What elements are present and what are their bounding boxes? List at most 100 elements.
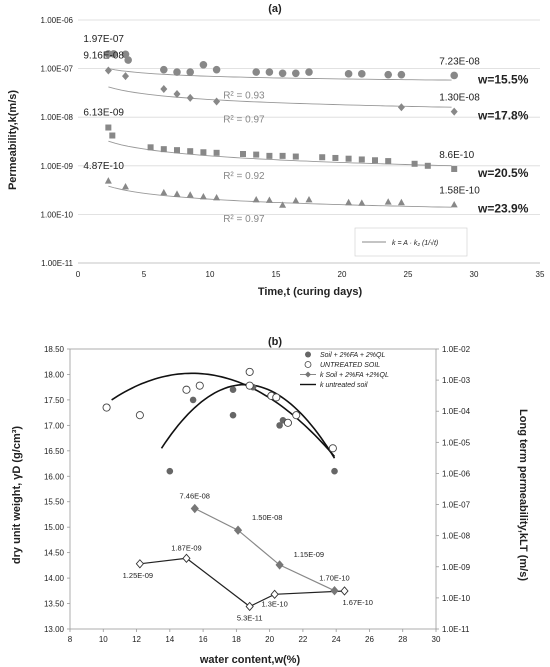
chart-b-k-untreated-point [182, 553, 191, 564]
chart-a-last-label: 8.6E-10 [439, 150, 474, 161]
chart-a-point [345, 155, 352, 162]
chart-b-legend-marker [304, 361, 312, 368]
chart-a-last-label: 7.23E-08 [439, 56, 480, 67]
chart-b-xtick: 12 [132, 635, 141, 644]
chart-a-ytick: 1.00E-10 [41, 210, 74, 219]
chart-a-point [174, 147, 180, 154]
chart-b-point-untreated [283, 418, 292, 427]
chart-b-k-treated-line [194, 507, 335, 592]
chart-b-ytick: 14.50 [44, 549, 65, 558]
chart-b-k-untreated-label: 5.3E-11 [237, 613, 263, 622]
chart-b-y2tick: 1.0E-07 [442, 501, 471, 510]
chart-b-point-untreated [272, 393, 281, 402]
chart-a-point [199, 60, 208, 69]
chart-a-point [345, 198, 353, 206]
chart-b-point-treated [276, 422, 283, 429]
chart-a-point [266, 152, 273, 159]
chart-a-r2-label: R² = 0.97 [223, 214, 265, 225]
chart-a-point [213, 193, 221, 201]
chart-b-trend-treated [160, 383, 336, 459]
chart-a-series-label: w=20.5% [477, 166, 529, 180]
chart-b-y2tick: 1.0E-04 [442, 407, 471, 416]
chart-b-y2label: Long term permeability,kLT (m/s) [517, 409, 529, 581]
chart-a-point [104, 66, 112, 75]
chart-a-point [279, 201, 287, 208]
chart-b-xtick: 22 [298, 635, 307, 644]
chart-b-point-untreated [135, 411, 144, 420]
chart-b-legend-label: UNTREATED SOIL [320, 362, 380, 369]
chart-b-xtick: 18 [232, 635, 241, 644]
chart-b-k-untreated-label: 1.25E-09 [123, 571, 153, 580]
chart-b-k-treated-label: 1.15E-09 [294, 550, 324, 559]
chart-a-point [186, 93, 194, 102]
chart-a-point [265, 196, 273, 203]
chart-a-xtick: 35 [536, 270, 545, 279]
chart-a-point [160, 65, 168, 74]
chart-a-point [104, 50, 113, 58]
chart-b-legend-marker [305, 371, 311, 378]
chart-a-point [372, 157, 378, 164]
chart-a-point [450, 107, 458, 116]
chart-b-ytick: 15.50 [44, 498, 65, 507]
chart-b-ytick: 17.00 [44, 421, 65, 430]
chart-a-legend-formula: k = A · k₂ (1/√t) [392, 239, 438, 247]
chart-a: (a) Permeability,k(m/s) Time,t (curing d… [7, 3, 545, 298]
chart-a-point [278, 69, 287, 78]
chart-b-point-untreated [292, 411, 301, 420]
chart-a-point [384, 70, 393, 79]
chart-a-point [122, 182, 130, 190]
chart-b-point-untreated [195, 381, 204, 390]
chart-b-k-treated-point [275, 560, 284, 570]
chart-b-legend-label: k Soil + 2%FA +2%QL [320, 372, 389, 379]
chart-a-point [358, 156, 365, 163]
chart-a-xtick: 15 [272, 270, 281, 279]
chart-a-point [384, 198, 392, 205]
chart-b-k-treated-point [233, 525, 243, 535]
chart-a-point [186, 191, 194, 198]
chart-a-xtick: 10 [206, 270, 215, 279]
chart-a-point [105, 124, 112, 131]
chart-b-point-treated [229, 411, 237, 419]
chart-b-y2tick: 1.0E-02 [442, 345, 471, 354]
chart-b-y2tick: 1.0E-03 [442, 376, 471, 385]
chart-b-point-untreated [182, 385, 191, 394]
chart-a-point [319, 154, 326, 161]
chart-b-k-treated-label: 1.50E-08 [252, 513, 282, 522]
chart-b-point-treated [229, 386, 237, 394]
chart-a-point [173, 190, 181, 197]
chart-a-point [124, 56, 132, 64]
chart-b-y2tick: 1.0E-09 [442, 563, 471, 572]
chart-b-k-treated-label: 7.46E-08 [180, 492, 210, 501]
chart-b-xtick: 8 [68, 635, 73, 644]
chart-b-y2tick: 1.0E-10 [442, 594, 471, 603]
chart-a-xtick: 0 [76, 270, 81, 279]
chart-b-ytick: 16.50 [44, 447, 65, 456]
chart-b: (b) dry unit weight, γD (g/cm³) Long ter… [11, 336, 529, 666]
chart-a-fit-line [108, 68, 452, 81]
chart-a-point [200, 149, 207, 156]
chart-a-last-label: 1.58E-10 [439, 186, 480, 197]
chart-b-plot-frame [69, 348, 437, 630]
chart-a-title: (a) [268, 3, 282, 15]
chart-a-ytick: 1.00E-08 [41, 113, 74, 122]
chart-a-last-label: 1.30E-08 [439, 93, 480, 104]
chart-b-ylabel: dry unit weight, γD (g/cm³) [11, 426, 23, 564]
chart-b-ytick: 15.00 [44, 523, 65, 532]
chart-b-ytick: 14.00 [44, 574, 65, 583]
chart-a-r2-label: R² = 0.92 [223, 171, 265, 182]
chart-b-ytick: 17.50 [44, 396, 65, 405]
chart-b-xtick: 24 [332, 635, 341, 644]
chart-a-point [253, 151, 260, 158]
chart-b-point-treated [331, 467, 338, 475]
chart-a-first-label: 4.87E-10 [83, 161, 124, 172]
chart-b-y2tick: 1.0E-06 [442, 469, 471, 478]
chart-a-point [109, 132, 116, 139]
chart-b-point-treated [189, 396, 197, 404]
chart-b-xtick: 20 [265, 635, 274, 644]
chart-b-xlabel: water content,w(%) [199, 654, 301, 666]
chart-a-point [411, 160, 418, 167]
chart-a-point [451, 165, 458, 172]
chart-a-ytick: 1.00E-09 [41, 162, 74, 171]
chart-a-point [305, 68, 313, 76]
chart-a-point [397, 198, 405, 206]
